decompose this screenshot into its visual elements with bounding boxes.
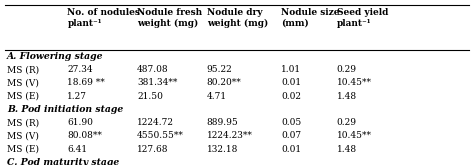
Text: 1.48: 1.48 (337, 92, 357, 100)
Text: 61.90: 61.90 (67, 118, 93, 127)
Text: MS (E): MS (E) (7, 145, 39, 154)
Text: 381.34**: 381.34** (137, 78, 177, 87)
Text: 1224.23**: 1224.23** (207, 131, 253, 140)
Text: Nodule size
(mm): Nodule size (mm) (281, 8, 340, 28)
Text: 0.02: 0.02 (281, 92, 301, 100)
Text: 10.45**: 10.45** (337, 78, 372, 87)
Text: 10.45**: 10.45** (337, 131, 372, 140)
Text: 6.41: 6.41 (67, 145, 88, 154)
Text: 4.71: 4.71 (207, 92, 227, 100)
Text: 1.27: 1.27 (67, 92, 87, 100)
Text: 4550.55**: 4550.55** (137, 131, 184, 140)
Text: Seed yield
plant⁻¹: Seed yield plant⁻¹ (337, 8, 388, 28)
Text: 80.20**: 80.20** (207, 78, 242, 87)
Text: 0.29: 0.29 (337, 65, 357, 74)
Text: 1.01: 1.01 (281, 65, 301, 74)
Text: 18.69 **: 18.69 ** (67, 78, 105, 87)
Text: MS (V): MS (V) (7, 78, 39, 87)
Text: 0.29: 0.29 (337, 118, 357, 127)
Text: 0.05: 0.05 (281, 118, 301, 127)
Text: C. Pod maturity stage: C. Pod maturity stage (7, 158, 119, 165)
Text: MS (E): MS (E) (7, 92, 39, 100)
Text: No. of nodules
plant⁻¹: No. of nodules plant⁻¹ (67, 8, 140, 28)
Text: A. Flowering stage: A. Flowering stage (7, 52, 103, 61)
Text: 487.08: 487.08 (137, 65, 169, 74)
Text: 1.48: 1.48 (337, 145, 357, 154)
Text: B. Pod initiation stage: B. Pod initiation stage (7, 105, 123, 114)
Text: MS (V): MS (V) (7, 131, 39, 140)
Text: 95.22: 95.22 (207, 65, 233, 74)
Text: 80.08**: 80.08** (67, 131, 102, 140)
Text: MS (R): MS (R) (7, 118, 39, 127)
Text: MS (R): MS (R) (7, 65, 39, 74)
Text: 0.07: 0.07 (281, 131, 301, 140)
Text: 21.50: 21.50 (137, 92, 163, 100)
Text: 0.01: 0.01 (281, 78, 301, 87)
Text: 27.34: 27.34 (67, 65, 93, 74)
Text: 127.68: 127.68 (137, 145, 169, 154)
Text: 1224.72: 1224.72 (137, 118, 174, 127)
Text: 0.01: 0.01 (281, 145, 301, 154)
Text: Nodule fresh
weight (mg): Nodule fresh weight (mg) (137, 8, 202, 28)
Text: 132.18: 132.18 (207, 145, 238, 154)
Text: 889.95: 889.95 (207, 118, 238, 127)
Text: Nodule dry
weight (mg): Nodule dry weight (mg) (207, 8, 268, 28)
